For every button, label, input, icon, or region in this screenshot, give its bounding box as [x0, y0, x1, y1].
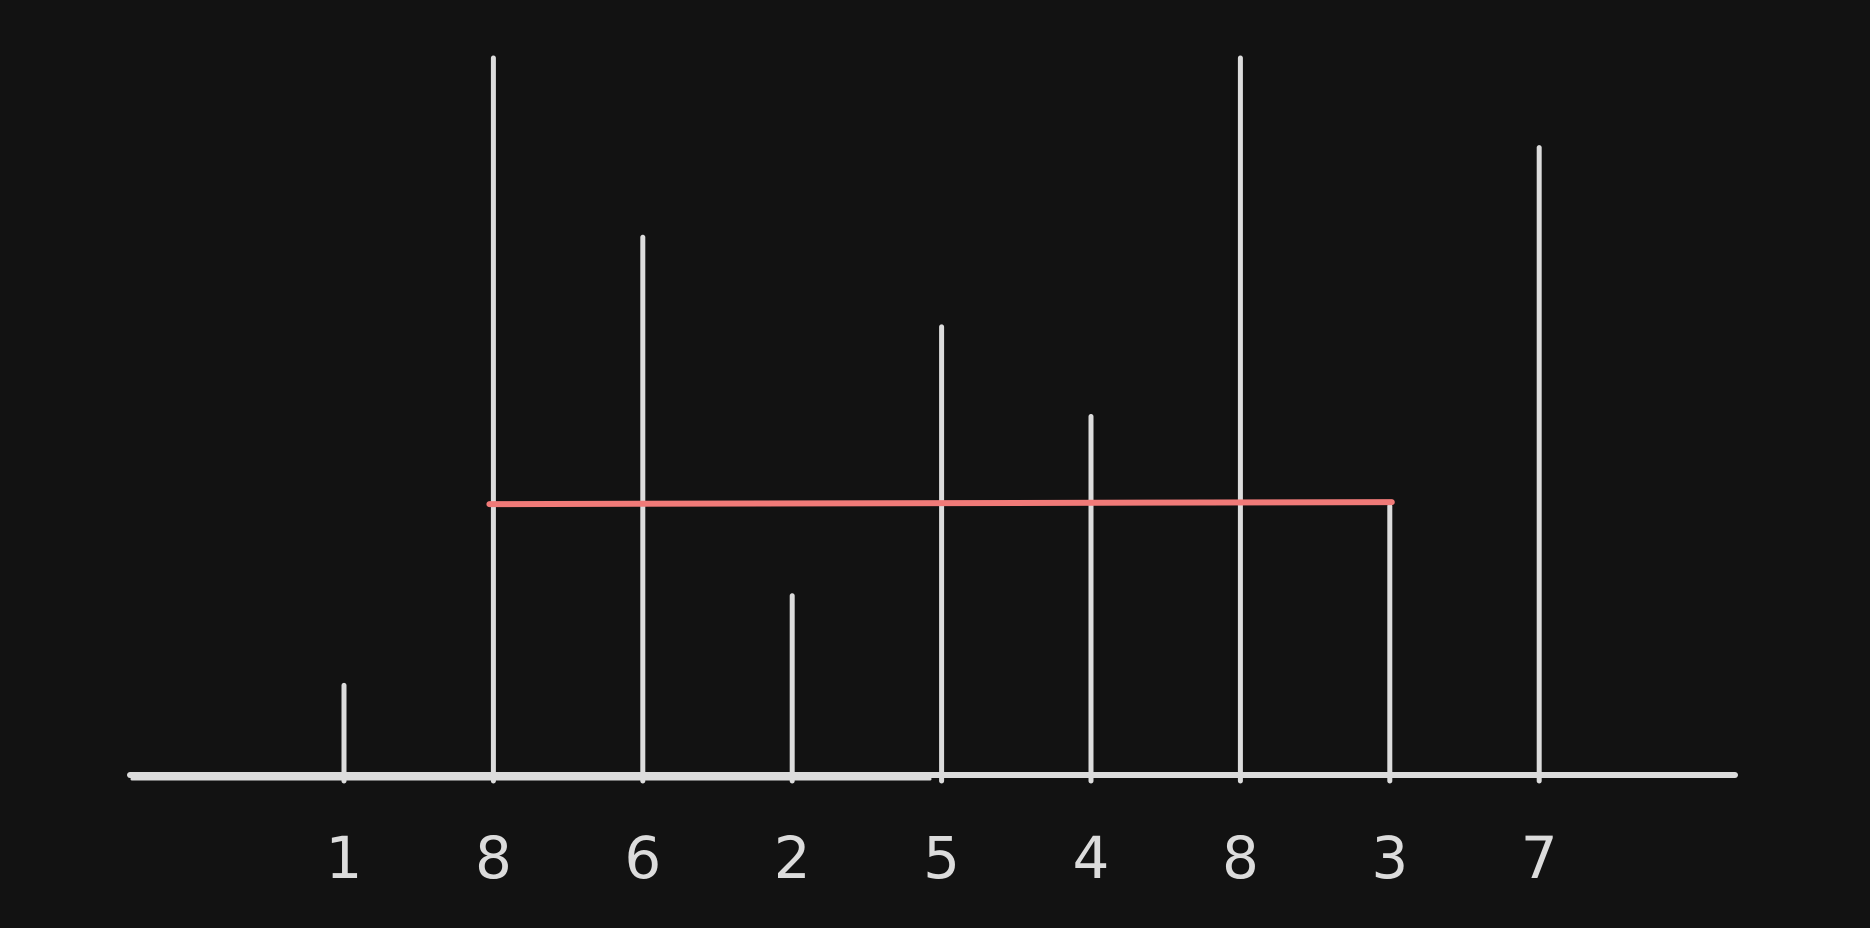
bar-label-4: 2: [774, 824, 811, 892]
bars-layer: [341, 55, 1542, 784]
bar-label-5: 5: [923, 824, 960, 892]
bar-label-2: 8: [475, 824, 512, 892]
bar-label-8: 3: [1371, 824, 1408, 892]
bar-label-9: 7: [1521, 824, 1558, 892]
bar-label-1: 1: [326, 824, 363, 892]
water-level-line: [486, 499, 1395, 508]
labels-layer: 1 8 6 2 5 4 8 3 7: [326, 824, 1558, 892]
bar-label-3: 6: [624, 824, 661, 892]
bar-label-7: 8: [1222, 824, 1259, 892]
bar-label-6: 4: [1073, 824, 1110, 892]
